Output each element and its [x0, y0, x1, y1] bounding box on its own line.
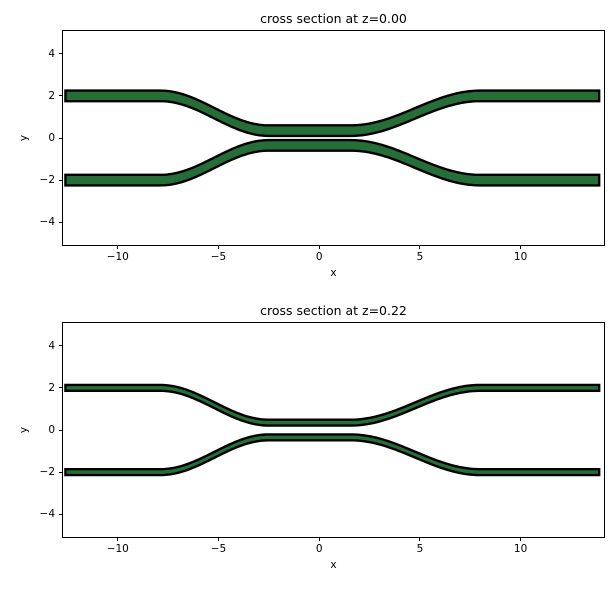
- y-tick-label: 2: [48, 89, 55, 102]
- y-tick-mark: [59, 95, 63, 97]
- waveguide-cross-section-plot: [64, 383, 601, 477]
- x-tick-label: 5: [416, 251, 424, 263]
- x-tick-mark: [520, 537, 522, 541]
- subplot-title: cross section at z=0.00: [260, 11, 407, 26]
- x-axis-label: x: [330, 267, 337, 279]
- x-tick-label: −10: [106, 543, 129, 555]
- waveguide-lower-core: [64, 138, 601, 187]
- subplot-title: cross section at z=0.22: [260, 303, 407, 318]
- y-tick-label: −4: [39, 216, 55, 229]
- y-tick-mark: [59, 471, 63, 473]
- y-tick-label: 4: [48, 47, 55, 60]
- x-tick-label: 10: [513, 543, 528, 555]
- waveguide-cross-section-plot: [64, 89, 601, 187]
- subplot-z0.00-axes: cross section at z=0.00 y x −10 −5 0 5 10 4 2 0…: [18, 11, 605, 279]
- y-tick-mark: [59, 137, 63, 139]
- x-tick-label: −5: [210, 251, 227, 263]
- y-tick-mark: [59, 429, 63, 431]
- x-tick-mark: [419, 245, 421, 249]
- y-tick-label: 4: [48, 339, 55, 352]
- y-tick-mark: [59, 53, 63, 55]
- waveguide-lower-core: [64, 433, 601, 477]
- x-tick-label: −5: [210, 543, 227, 555]
- x-tick-label: 5: [416, 543, 424, 555]
- x-tick-mark: [217, 245, 219, 249]
- y-tick-label: 0: [48, 132, 55, 144]
- y-tick-mark: [59, 179, 63, 181]
- y-tick-mark: [59, 221, 63, 223]
- y-axis-label: y: [17, 134, 30, 142]
- y-tick-label: −2: [39, 466, 55, 479]
- y-axis-label: y: [17, 426, 30, 434]
- x-tick-mark: [217, 537, 219, 541]
- x-tick-mark: [117, 245, 119, 249]
- y-tick-label: 2: [48, 381, 55, 394]
- y-tick-mark: [59, 345, 63, 347]
- x-tick-mark: [520, 245, 522, 249]
- x-tick-mark: [117, 537, 119, 541]
- y-tick-label: −4: [39, 508, 55, 521]
- x-tick-mark: [318, 537, 320, 541]
- x-tick-label: 0: [315, 543, 323, 555]
- x-tick-mark: [419, 537, 421, 541]
- x-tick-mark: [318, 245, 320, 249]
- x-tick-label: 10: [513, 251, 528, 263]
- subplot-z0.22-axes: cross section at z=0.22 y x −10 −5 0 5 10 4 2 0…: [18, 303, 605, 571]
- waveguide-upper-core: [64, 383, 601, 427]
- x-tick-label: 0: [315, 251, 323, 263]
- y-tick-label: −2: [39, 174, 55, 187]
- y-tick-mark: [59, 387, 63, 389]
- x-tick-label: −10: [106, 251, 129, 263]
- waveguide-upper-core: [64, 89, 601, 138]
- y-tick-mark: [59, 513, 63, 515]
- x-axis-label: x: [330, 559, 337, 571]
- y-tick-label: 0: [48, 424, 55, 436]
